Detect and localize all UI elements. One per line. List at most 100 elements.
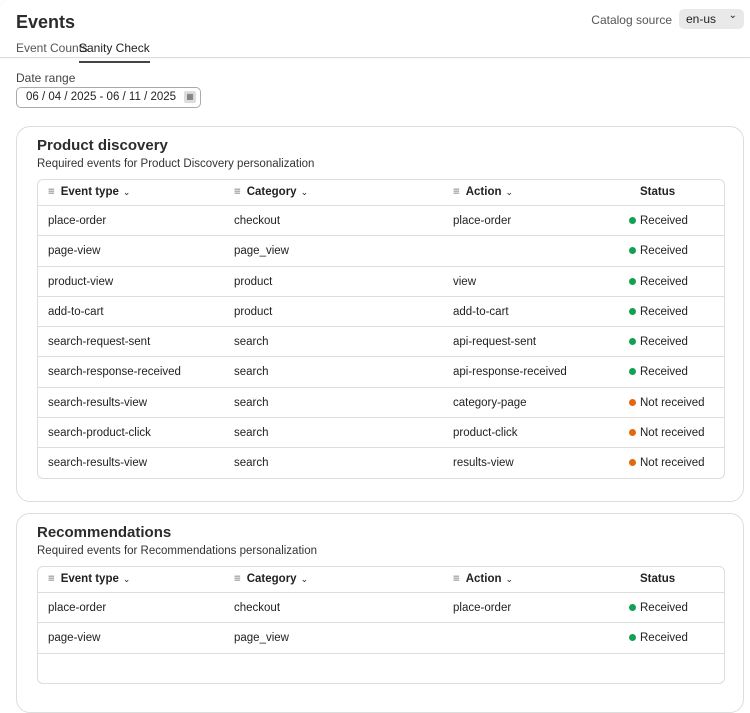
action-cell: category-page — [453, 396, 527, 409]
category-cell: search — [234, 396, 269, 409]
section-card: Recommendations Required events for Reco… — [16, 513, 744, 713]
table-row[interactable]: add-to-cart product add-to-cart Received — [38, 295, 724, 326]
catalog-source-select[interactable]: en-us ⌄ — [679, 9, 744, 29]
sort-icon[interactable]: ≡ — [453, 186, 460, 198]
chevron-down-icon[interactable]: ⌄ — [122, 187, 131, 197]
tab-event-counts[interactable]: Event Counts — [16, 41, 89, 55]
sort-icon[interactable]: ≡ — [234, 573, 241, 585]
table-row[interactable]: place-order checkout place-order Receive… — [38, 592, 724, 622]
action-cell: view — [453, 275, 477, 288]
calendar-icon[interactable]: ▦ — [184, 91, 197, 103]
section-card: Product discovery Required events for Pr… — [16, 126, 744, 502]
status-text: Received — [640, 275, 688, 288]
events-table: ≡ Event type ⌄ ≡ Category ⌄ ≡ Action ⌄ Status pla… — [37, 566, 725, 684]
event-type-cell: place-order — [48, 215, 107, 227]
table-row[interactable] — [38, 652, 724, 683]
column-header[interactable]: ≡ Action ⌄ — [453, 573, 513, 585]
action-cell: api-request-sent — [453, 336, 537, 349]
status-dot-icon — [629, 307, 636, 315]
column-label: Category — [246, 186, 297, 198]
column-label: Event type — [60, 186, 119, 198]
sort-icon[interactable]: ≡ — [234, 186, 241, 198]
status-text: Received — [640, 366, 688, 379]
table-row[interactable]: search-response-received search api-resp… — [38, 356, 724, 386]
date-range-label: Date range — [16, 71, 76, 85]
status-cell: Not received — [629, 427, 705, 439]
column-header[interactable]: ≡ Category ⌄ — [234, 186, 308, 198]
action-cell: place-order — [453, 602, 512, 614]
status-dot-icon — [629, 634, 636, 642]
status-cell: Received — [629, 602, 688, 614]
table-row[interactable]: page-view page_view Received — [38, 622, 724, 652]
status-dot-icon — [629, 398, 636, 406]
event-type-cell: place-order — [48, 602, 107, 614]
chevron-down-icon[interactable]: ⌄ — [300, 574, 309, 584]
status-dot-icon — [629, 429, 636, 437]
tab-sanity-check[interactable]: Sanity Check — [79, 41, 150, 63]
column-header[interactable]: ≡ Category ⌄ — [234, 573, 308, 585]
table-row[interactable]: search-results-view search results-view … — [38, 447, 724, 477]
action-cell: place-order — [453, 215, 512, 227]
event-type-cell: add-to-cart — [48, 305, 104, 318]
header: Events Event Counts Sanity Check Catalog… — [0, 0, 750, 63]
status-dot-icon — [629, 338, 636, 346]
catalog-source-label: Catalog source — [591, 13, 672, 27]
status-cell: Received — [629, 245, 688, 257]
status-dot-icon — [629, 368, 636, 376]
status-dot-icon — [629, 277, 636, 285]
events-table: ≡ Event type ⌄ ≡ Category ⌄ ≡ Action ⌄ Status pla… — [37, 179, 725, 479]
status-cell: Received — [629, 632, 688, 644]
section-title: Product discovery — [37, 137, 168, 154]
chevron-down-icon: ⌄ — [728, 10, 737, 21]
sort-icon[interactable]: ≡ — [453, 573, 460, 585]
section-title: Recommendations — [37, 524, 172, 541]
status-cell: Received — [629, 215, 688, 227]
column-header[interactable]: ≡ Event type ⌄ — [48, 186, 130, 198]
table-row[interactable]: page-view page_view Received — [38, 235, 724, 265]
category-cell: page_view — [234, 632, 289, 645]
column-header-status: Status — [640, 186, 676, 198]
category-cell: search — [234, 427, 269, 440]
chevron-down-icon[interactable]: ⌄ — [505, 574, 514, 584]
status-dot-icon — [629, 247, 636, 255]
table-row[interactable]: search-request-sent search api-request-s… — [38, 326, 724, 356]
column-header[interactable]: ≡ Event type ⌄ — [48, 573, 130, 585]
sort-icon[interactable]: ≡ — [48, 186, 55, 198]
action-cell: api-response-received — [453, 366, 567, 379]
status-text: Received — [640, 215, 688, 227]
column-label: Event type — [60, 573, 119, 585]
status-cell: Received — [629, 306, 688, 318]
table-row[interactable]: search-product-click search product-clic… — [38, 417, 724, 447]
status-text: Received — [640, 305, 688, 318]
event-type-cell: search-request-sent — [48, 336, 151, 349]
event-type-cell: search-product-click — [48, 427, 151, 440]
event-type-cell: search-results-view — [48, 396, 148, 409]
page-title: Events — [16, 12, 76, 32]
chevron-down-icon[interactable]: ⌄ — [122, 574, 131, 584]
status-text: Not received — [640, 427, 705, 440]
column-header[interactable]: ≡ Action ⌄ — [453, 186, 513, 198]
status-cell: Not received — [629, 457, 705, 469]
status-text: Received — [640, 245, 688, 258]
status-dot-icon — [629, 604, 636, 611]
category-cell: checkout — [234, 215, 281, 227]
column-label: Action — [465, 186, 502, 198]
action-cell: add-to-cart — [453, 305, 509, 318]
chevron-down-icon[interactable]: ⌄ — [300, 187, 309, 197]
table-row[interactable]: search-results-view search category-page… — [38, 386, 724, 417]
category-cell: search — [234, 336, 269, 349]
section-subtitle: Required events for Product Discovery pe… — [37, 158, 315, 170]
status-text: Received — [640, 602, 688, 614]
event-type-cell: page-view — [48, 245, 101, 258]
status-cell: Received — [629, 336, 688, 348]
action-cell: results-view — [453, 457, 514, 470]
table-row[interactable]: product-view product view Received — [38, 265, 724, 296]
chevron-down-icon[interactable]: ⌄ — [505, 187, 514, 197]
table-header: ≡ Event type ⌄ ≡ Category ⌄ ≡ Action ⌄ Status — [38, 567, 724, 592]
date-range-input[interactable]: 06 / 04 / 2025 - 06 / 11 / 2025 ▦ — [16, 87, 202, 108]
sort-icon[interactable]: ≡ — [48, 573, 55, 585]
table-row[interactable]: place-order checkout place-order Receive… — [38, 205, 724, 235]
status-text: Received — [640, 632, 688, 645]
action-cell: product-click — [453, 427, 518, 440]
column-label: Action — [465, 573, 502, 585]
